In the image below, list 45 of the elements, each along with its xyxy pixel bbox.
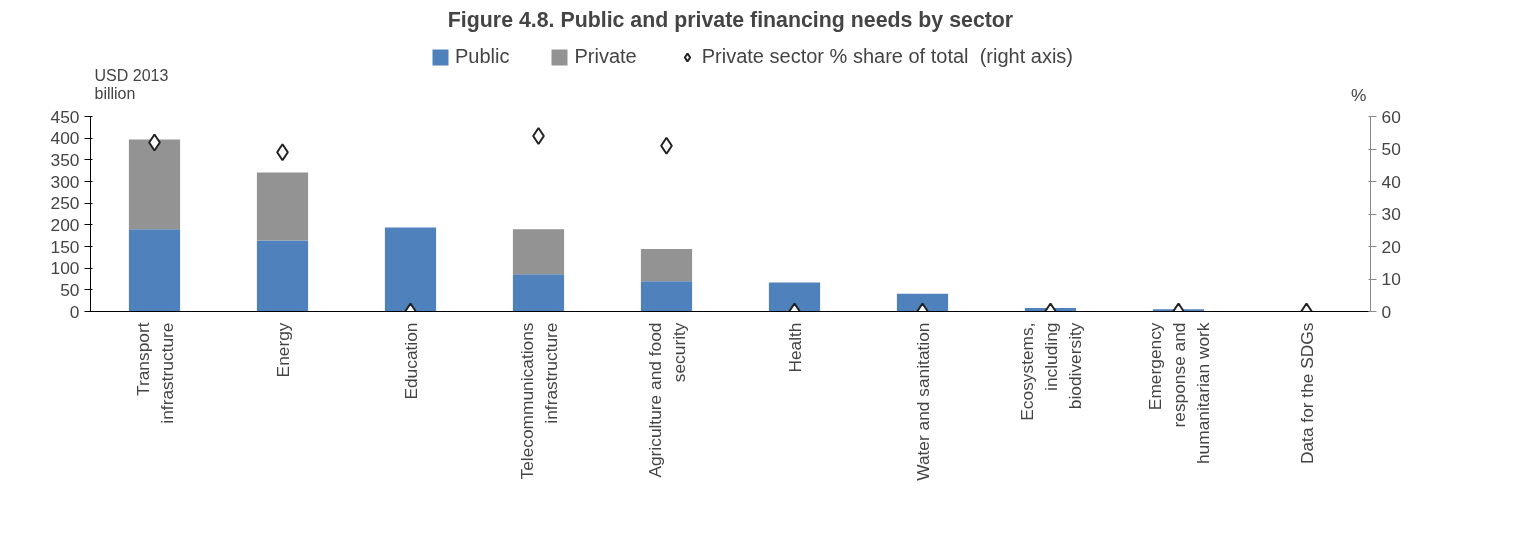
point (532, 127, 545, 145)
bar (640, 281, 693, 312)
y2-tick-label: 50 (1381, 139, 1401, 159)
bar (512, 229, 565, 275)
y-tick-label: 250 (50, 193, 80, 214)
legend-label: Private (574, 45, 637, 68)
bar (384, 227, 437, 312)
bar (256, 172, 309, 241)
x-tick-label: Ecosystems, including biodiversity (1016, 322, 1085, 421)
x-tick-label: Education (400, 322, 421, 400)
x-tick-label: Emergency response and humanitarian work (1144, 322, 1213, 465)
bar (512, 274, 565, 312)
bar (896, 293, 949, 312)
y2-tick-label: 0 (1381, 301, 1392, 322)
bar (768, 282, 821, 312)
y2-tick-label: 40 (1381, 171, 1401, 192)
bar (128, 229, 181, 312)
x-tick-label: Water and sanitation (912, 322, 933, 481)
bar (640, 249, 693, 282)
y-tick-label: 450 (50, 106, 80, 127)
y2-tick-label: 60 (1381, 106, 1401, 127)
y-tick-label: 0 (69, 301, 80, 322)
y-axis-title: USD 2013 billion (94, 66, 169, 103)
chart-title: Figure 4.8. Public and private financing needs by sector (447, 7, 1014, 32)
y2-tick-label: 20 (1381, 236, 1401, 257)
legend-label: Public (455, 45, 510, 68)
legend-label: Private sector % share of total (right axis) (701, 45, 1073, 68)
y-tick-label: 50 (60, 279, 80, 300)
y2-tick-label: 30 (1381, 204, 1401, 224)
bar (256, 240, 309, 312)
x-tick-label: Transport infrastructure (132, 322, 177, 424)
y-tick-label: 100 (50, 258, 80, 279)
y-tick-label: 200 (50, 214, 80, 235)
y-tick-label: 350 (50, 149, 80, 170)
x-tick-label: Energy (272, 322, 293, 378)
y-tick-label: 150 (50, 236, 80, 257)
x-tick-label: Data for the SDGs (1296, 322, 1317, 465)
x-tick-label: Telecommunications infrastructure (516, 322, 561, 480)
y2-axis-title: % (1351, 84, 1367, 105)
y2-tick-label: 10 (1381, 269, 1401, 289)
x-tick-label: Health (784, 322, 805, 373)
y-tick-label: 400 (50, 128, 80, 149)
x-tick-label: Agriculture and food security (644, 322, 689, 478)
y-tick-label: 300 (50, 171, 80, 192)
bar (128, 139, 181, 230)
